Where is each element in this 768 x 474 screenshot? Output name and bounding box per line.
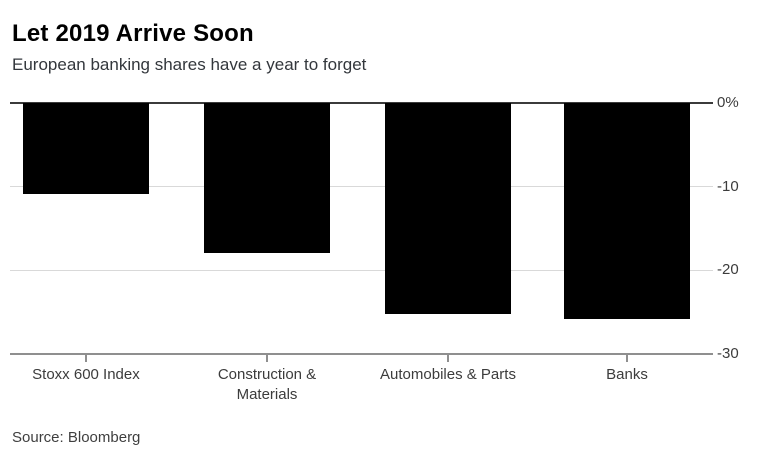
y-axis-tick bbox=[700, 269, 713, 271]
y-axis-tick bbox=[700, 186, 713, 188]
bar-banks bbox=[564, 103, 690, 319]
x-axis-label: Banks bbox=[606, 366, 648, 383]
gridline--30 bbox=[10, 353, 700, 355]
y-axis-tick bbox=[700, 353, 713, 355]
y-axis-label: -20 bbox=[717, 261, 739, 279]
y-axis-label: -30 bbox=[717, 345, 739, 362]
gridline--20 bbox=[10, 269, 700, 271]
x-axis-label: Automobiles & Parts bbox=[380, 366, 516, 383]
y-axis-tick bbox=[700, 102, 713, 104]
x-axis-tick bbox=[266, 355, 269, 362]
source-note: Source: Bloomberg bbox=[12, 429, 141, 446]
x-axis-tick bbox=[84, 355, 87, 362]
bar-stoxx-600-index bbox=[22, 103, 149, 195]
x-axis-tick bbox=[625, 355, 628, 362]
gridline-0 bbox=[10, 102, 700, 104]
bar-automobiles-parts bbox=[385, 103, 511, 314]
chart-subtitle: European banking shares have a year to f… bbox=[12, 55, 367, 74]
bar-construction-materials bbox=[204, 103, 330, 253]
chart-title: Let 2019 Arrive Soon bbox=[12, 20, 254, 47]
y-axis-label: -10 bbox=[717, 177, 739, 195]
gridline--10 bbox=[10, 186, 700, 188]
x-axis-label: Construction & Materials bbox=[217, 366, 317, 403]
x-axis-tick bbox=[447, 355, 449, 362]
y-axis-label: 0% bbox=[717, 94, 739, 111]
x-axis-label: Stoxx 600 Index bbox=[32, 366, 140, 383]
